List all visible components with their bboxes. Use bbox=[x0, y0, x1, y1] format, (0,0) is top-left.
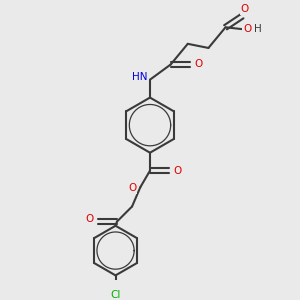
Text: O: O bbox=[241, 4, 249, 14]
Text: O: O bbox=[128, 183, 136, 193]
Text: Cl: Cl bbox=[110, 290, 121, 300]
Text: O: O bbox=[173, 166, 182, 176]
Text: O: O bbox=[85, 214, 94, 224]
Text: O: O bbox=[244, 24, 252, 34]
Text: O: O bbox=[194, 59, 202, 70]
Text: HN: HN bbox=[132, 73, 147, 82]
Text: H: H bbox=[254, 24, 261, 34]
